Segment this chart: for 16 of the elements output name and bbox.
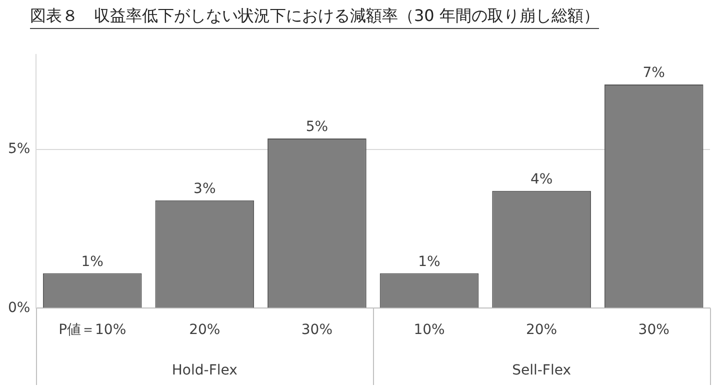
data-label: 4% — [530, 171, 553, 188]
data-label: 3% — [194, 180, 216, 197]
x-tick-label: 10% — [414, 322, 445, 338]
text: Hold-Flex — [172, 362, 238, 379]
x-tick-label: 30% — [638, 322, 670, 338]
data-label: 7% — [642, 65, 665, 82]
data-label: 5% — [306, 119, 328, 136]
x-tick-label: P値＝10% — [58, 322, 126, 338]
x-tick-label: 30% — [301, 322, 333, 338]
data-label: 1% — [81, 254, 104, 270]
data-label: 1% — [418, 254, 440, 270]
x-tick-label: 20% — [189, 322, 220, 338]
chart-title: 図表８ 収益率低下がしない状況下における減額率（30 年間の取り崩し総額） — [30, 6, 600, 29]
x-tick-label: 20% — [526, 322, 558, 338]
text: Sell-Flex — [512, 362, 572, 379]
y-tick-label: 0% — [8, 300, 30, 316]
